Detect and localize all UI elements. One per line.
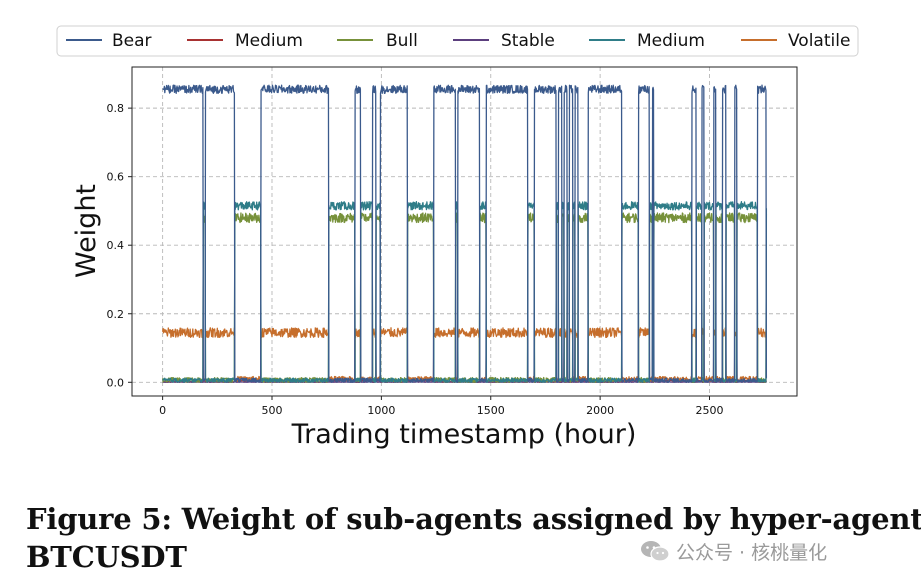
legend-item-medium-teal: Medium	[589, 31, 705, 51]
x-axis-ticks: 0 500 1000 1500 2000 2500	[159, 396, 724, 417]
series-layer	[161, 84, 768, 383]
caption-line-2: BTCUSDT	[26, 540, 187, 574]
legend-label-volatile: Volatile	[788, 31, 850, 51]
series-line-bear	[162, 84, 768, 383]
legend-label-stable: Stable	[501, 31, 555, 51]
watermark: 公众号 · 核桃量化	[640, 534, 827, 568]
y-tick-label-1: 0.2	[107, 308, 125, 321]
y-tick-label-2: 0.4	[107, 239, 125, 252]
legend-item-medium-red: Medium	[187, 31, 303, 51]
x-tick-label-500: 500	[262, 404, 283, 417]
x-tick-label-0: 0	[159, 404, 166, 417]
legend-item-bear: Bear	[66, 31, 152, 51]
x-tick-label-1000: 1000	[367, 404, 395, 417]
series-line-medium-teal	[162, 201, 768, 383]
legend-label-bear: Bear	[112, 31, 152, 51]
x-tick-label-2500: 2500	[696, 404, 724, 417]
figure-caption: Figure 5: Weight of sub-agents assigned …	[26, 500, 921, 576]
caption-line-1: Figure 5: Weight of sub-agents assigned …	[26, 502, 921, 536]
y-axis-ticks: 0.0 0.2 0.4 0.6 0.8	[107, 102, 132, 389]
legend-item-bull: Bull	[337, 31, 418, 51]
y-tick-label-0: 0.0	[107, 376, 125, 389]
series-line-volatile	[161, 327, 768, 382]
wechat-icon	[641, 541, 670, 562]
legend: Bear Medium Bull Stable Medium Volatile	[56, 25, 859, 57]
legend-item-stable: Stable	[453, 31, 555, 51]
legend-item-volatile: Volatile	[741, 31, 850, 51]
y-axis-label: Weight	[71, 184, 102, 278]
legend-label-medium-red: Medium	[235, 31, 303, 51]
x-tick-label-2000: 2000	[586, 404, 614, 417]
y-tick-label-4: 0.8	[107, 102, 125, 115]
y-tick-label-3: 0.6	[107, 171, 125, 184]
x-tick-label-1500: 1500	[477, 404, 505, 417]
plot-frame	[131, 66, 798, 397]
legend-label-medium-teal: Medium	[637, 31, 705, 51]
x-axis-label: Trading timestamp (hour)	[291, 419, 637, 450]
legend-label-bull: Bull	[386, 31, 418, 51]
plot-area	[132, 67, 797, 396]
watermark-text: 公众号 · 核桃量化	[676, 541, 828, 564]
